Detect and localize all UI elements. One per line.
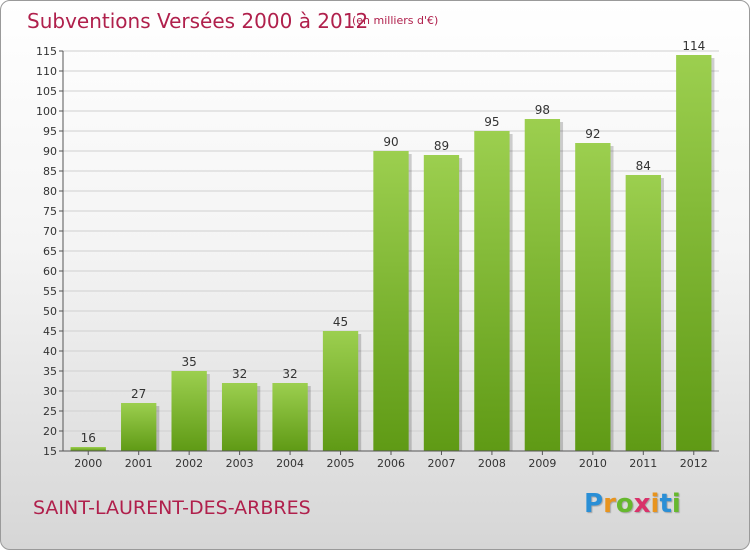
- bar-value-label: 114: [682, 39, 705, 53]
- bar: [524, 119, 561, 451]
- x-tick-label: 2008: [478, 457, 506, 470]
- y-tick-label: 50: [43, 305, 57, 318]
- y-tick-label: 45: [43, 325, 57, 338]
- y-tick-label: 25: [43, 405, 57, 418]
- x-tick-label: 2002: [175, 457, 203, 470]
- y-tick-label: 15: [43, 445, 57, 458]
- proxiti-logo: Proxiti: [584, 489, 681, 519]
- y-tick-label: 115: [36, 45, 57, 58]
- bar-value-label: 84: [636, 159, 651, 173]
- logo-letter: o: [615, 489, 634, 519]
- y-tick-label: 110: [36, 65, 57, 78]
- logo-letter: r: [603, 489, 616, 519]
- y-tick-label: 85: [43, 165, 57, 178]
- logo-letter: x: [633, 489, 651, 519]
- y-tick-label: 70: [43, 225, 57, 238]
- bar: [575, 143, 611, 451]
- bar: [322, 331, 359, 451]
- bar-value-label: 95: [484, 115, 499, 129]
- bar: [676, 55, 712, 451]
- y-tick-label: 100: [36, 105, 57, 118]
- logo-letter: i: [671, 489, 681, 519]
- bar-value-label: 45: [333, 315, 348, 329]
- bar-value-label: 98: [535, 103, 550, 117]
- x-tick-label: 2007: [427, 457, 455, 470]
- logo-letter: P: [584, 489, 604, 519]
- bar-value-label: 89: [434, 139, 449, 153]
- y-tick-label: 80: [43, 185, 57, 198]
- x-tick-label: 2005: [327, 457, 355, 470]
- bar-value-label: 27: [131, 387, 146, 401]
- bar-value-label: 90: [383, 135, 398, 149]
- municipality-name: SAINT-LAURENT-DES-ARBRES: [33, 497, 311, 519]
- x-tick-label: 2012: [680, 457, 708, 470]
- x-tick-label: 2006: [377, 457, 405, 470]
- bar: [474, 131, 510, 451]
- bar: [121, 403, 157, 451]
- bar: [373, 151, 409, 451]
- x-tick-label: 2001: [125, 457, 153, 470]
- bar: [221, 383, 258, 451]
- chart-subtitle: (en milliers d'€): [352, 14, 439, 27]
- bar: [423, 155, 460, 451]
- bar: [70, 447, 106, 451]
- x-tick-label: 2009: [528, 457, 556, 470]
- x-tick-label: 2011: [629, 457, 657, 470]
- y-tick-label: 60: [43, 265, 57, 278]
- x-tick-label: 2010: [579, 457, 607, 470]
- x-tick-label: 2004: [276, 457, 304, 470]
- bar-value-label: 32: [232, 367, 247, 381]
- y-tick-label: 90: [43, 145, 57, 158]
- y-tick-label: 40: [43, 345, 57, 358]
- y-tick-label: 55: [43, 285, 57, 298]
- bar-value-label: 32: [282, 367, 297, 381]
- y-tick-label: 105: [36, 85, 57, 98]
- x-tick-label: 2003: [226, 457, 254, 470]
- logo-letter: t: [659, 489, 672, 519]
- bar: [171, 371, 207, 451]
- y-tick-label: 20: [43, 425, 57, 438]
- bar: [625, 175, 661, 451]
- x-tick-label: 2000: [74, 457, 102, 470]
- logo-letter: i: [650, 489, 660, 519]
- y-tick-label: 75: [43, 205, 57, 218]
- bar-value-label: 35: [182, 355, 197, 369]
- y-tick-label: 65: [43, 245, 57, 258]
- bar-value-label: 92: [585, 127, 600, 141]
- chart-title: Subventions Versées 2000 à 2012: [27, 9, 369, 33]
- y-tick-label: 95: [43, 125, 57, 138]
- bar-value-label: 16: [81, 431, 96, 445]
- bar: [272, 383, 308, 451]
- y-tick-label: 35: [43, 365, 57, 378]
- y-tick-label: 30: [43, 385, 57, 398]
